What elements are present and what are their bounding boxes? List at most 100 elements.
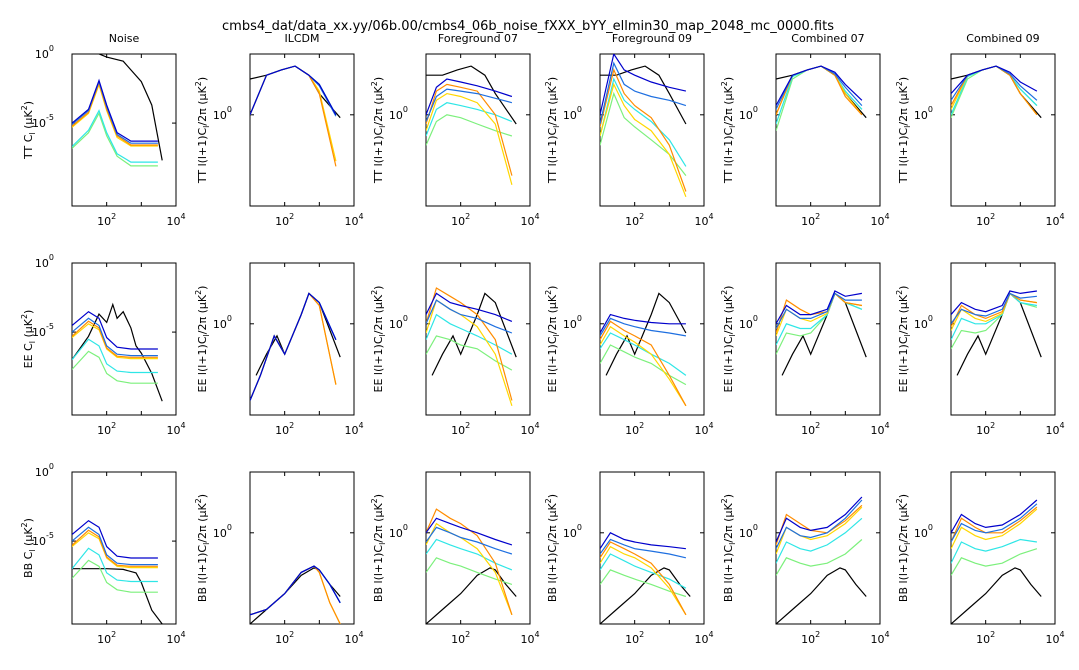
plot-area — [426, 287, 517, 406]
series-line — [600, 325, 687, 407]
plot-area — [776, 290, 867, 376]
reference-line — [250, 567, 341, 624]
y-axis-label: TT l(l+1)Cl/2π (μK2) — [544, 77, 561, 184]
reference-line — [951, 567, 1042, 624]
axes-frame — [71, 53, 177, 207]
series-line — [250, 565, 341, 624]
y-tick-label: 100 — [563, 105, 582, 122]
series-line — [951, 508, 1038, 549]
x-tick-label: 104 — [694, 630, 713, 646]
x-tick-label: 102 — [801, 421, 820, 437]
y-tick-label: 100 — [563, 314, 582, 331]
reference-line — [255, 292, 341, 376]
x-tick-label: 102 — [275, 421, 294, 437]
series-line — [951, 548, 1038, 576]
series-line — [426, 335, 513, 371]
y-axis-label: TT l(l+1)Cl/2π (μK2) — [895, 77, 912, 184]
reference-line — [605, 292, 687, 376]
series-line — [600, 553, 687, 589]
column-title: Foreground 07 — [438, 32, 518, 45]
axes-frame — [950, 53, 1056, 207]
axes-frame — [599, 471, 705, 625]
x-tick-label: 102 — [275, 212, 294, 228]
x-tick-label: 104 — [870, 630, 889, 646]
axes-frame — [425, 53, 531, 207]
series-line — [250, 65, 337, 167]
series-line — [600, 317, 687, 337]
series-line — [72, 310, 158, 350]
y-axis-label: TT l(l+1)Cl/2π (μK2) — [194, 77, 211, 184]
series-line — [776, 539, 863, 576]
series-line — [426, 538, 513, 571]
series-line — [951, 292, 1038, 350]
axes-frame — [249, 471, 355, 625]
series-line — [426, 92, 513, 185]
series-line — [72, 526, 158, 566]
reference-line — [72, 302, 163, 402]
y-tick-label: 100 — [739, 105, 758, 122]
plot-area — [72, 519, 163, 624]
axes-frame — [775, 262, 881, 416]
column-title: Combined 07 — [791, 32, 864, 45]
plot-area — [951, 65, 1042, 119]
plot-area — [426, 65, 517, 185]
reference-line — [956, 292, 1042, 376]
x-tick-label: 102 — [451, 421, 470, 437]
x-tick-label: 102 — [97, 421, 116, 437]
series-line — [72, 547, 158, 583]
plot-area — [250, 292, 341, 401]
axes-frame — [599, 262, 705, 416]
plot-area — [72, 54, 163, 167]
x-tick-label: 104 — [1045, 421, 1064, 437]
y-axis-label: BB l(l+1)Cl/2π (μK2) — [544, 494, 561, 602]
x-tick-label: 104 — [694, 421, 713, 437]
series-line — [600, 545, 687, 616]
series-line — [250, 292, 337, 401]
reference-line — [426, 65, 517, 125]
panel-bb-0: 102 104 100 10-5BB Cl (μK2) — [20, 462, 186, 646]
x-tick-label: 104 — [870, 421, 889, 437]
axes-frame — [775, 471, 881, 625]
axes-frame — [71, 262, 177, 416]
series-line — [776, 496, 863, 543]
series-line — [250, 65, 337, 162]
column-title: Combined 09 — [966, 32, 1039, 45]
series-line — [776, 290, 863, 325]
x-tick-label: 102 — [451, 630, 470, 646]
y-axis-label: BB l(l+1)Cl/2π (μK2) — [194, 494, 211, 602]
series-line — [72, 78, 158, 142]
plot-area — [72, 302, 163, 402]
series-line — [426, 114, 513, 146]
reference-line — [426, 567, 517, 624]
plot-area — [600, 292, 687, 407]
x-tick-label: 102 — [625, 212, 644, 228]
y-axis-label: BB Cl (μK2) — [20, 518, 37, 578]
series-line — [600, 77, 687, 167]
y-tick-label: 100 — [563, 523, 582, 540]
axes-frame — [425, 262, 531, 416]
series-line — [600, 344, 687, 386]
series-line — [426, 83, 513, 176]
y-tick-label: 10-5 — [32, 322, 54, 339]
y-tick-label: 100 — [35, 462, 54, 479]
series-line — [951, 503, 1038, 543]
axes-frame — [950, 471, 1056, 625]
column-title: Noise — [109, 32, 140, 45]
series-line — [426, 88, 513, 122]
x-tick-label: 102 — [97, 630, 116, 646]
reference-line — [431, 292, 517, 376]
series-line — [250, 65, 337, 116]
series-line — [250, 565, 341, 616]
y-tick-label: 100 — [389, 314, 408, 331]
plot-area — [951, 290, 1042, 376]
series-line — [951, 292, 1037, 327]
x-tick-label: 104 — [166, 421, 185, 437]
